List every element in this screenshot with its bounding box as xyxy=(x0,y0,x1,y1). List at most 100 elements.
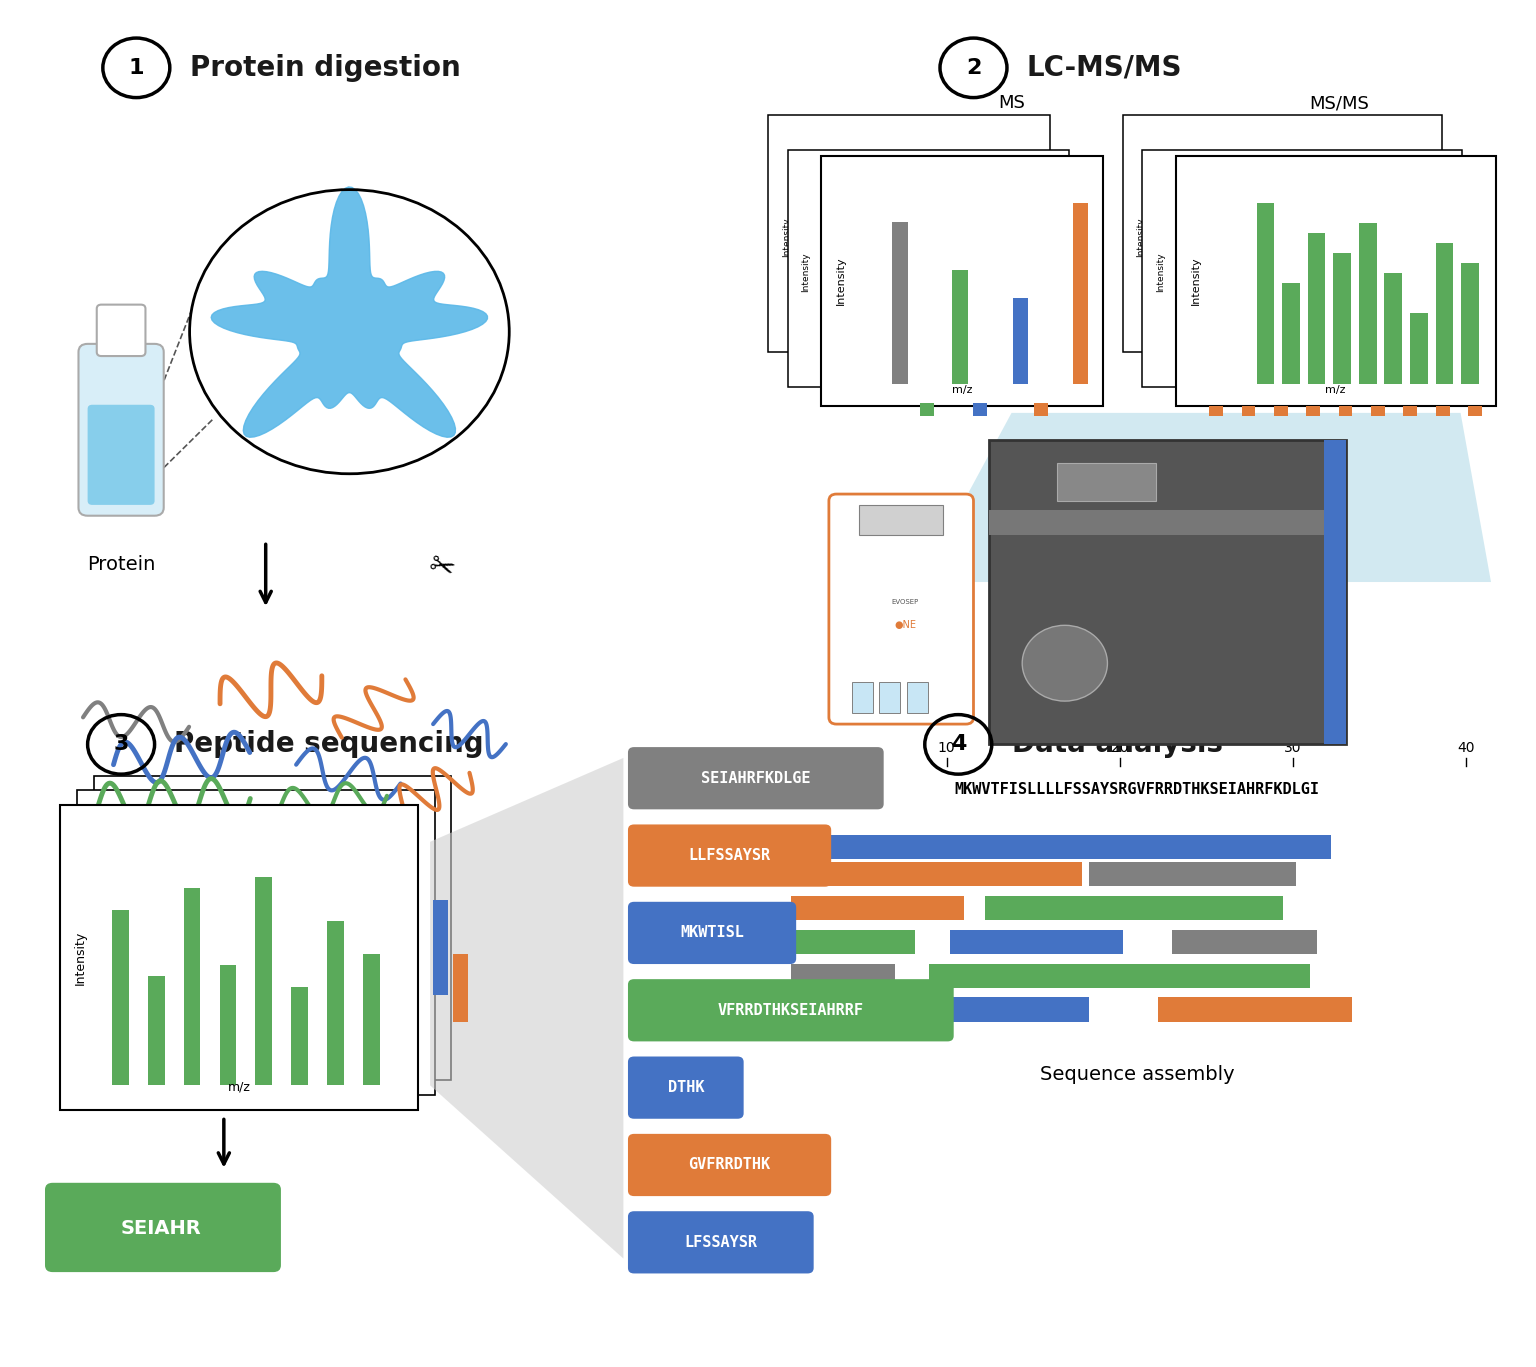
Text: Intensity: Intensity xyxy=(74,931,86,984)
Bar xyxy=(920,403,934,416)
Bar xyxy=(791,863,1081,886)
Text: m/z: m/z xyxy=(1293,365,1312,376)
Text: MKWTISL: MKWTISL xyxy=(680,925,743,940)
Text: EVOSEP: EVOSEP xyxy=(891,599,919,606)
Bar xyxy=(327,921,344,1085)
Text: 40: 40 xyxy=(1458,741,1475,755)
Bar xyxy=(1209,406,1223,416)
FancyBboxPatch shape xyxy=(628,1133,831,1196)
Polygon shape xyxy=(920,413,1491,582)
Bar xyxy=(1123,115,1442,351)
Text: MS: MS xyxy=(998,94,1025,112)
FancyBboxPatch shape xyxy=(45,1182,281,1273)
Bar xyxy=(1034,403,1048,416)
Text: LLFSSAYSR: LLFSSAYSR xyxy=(688,848,771,863)
Bar xyxy=(791,930,915,954)
Bar xyxy=(77,790,435,1095)
Bar xyxy=(788,150,1069,387)
Bar xyxy=(1143,150,1462,387)
Bar xyxy=(879,682,900,714)
Bar xyxy=(1372,406,1385,416)
Text: 2: 2 xyxy=(966,57,982,78)
Text: Peptides: Peptides xyxy=(224,906,307,925)
Text: MS/MS: MS/MS xyxy=(1309,94,1369,112)
Bar xyxy=(1209,306,1223,336)
Bar xyxy=(1384,273,1402,384)
Bar xyxy=(220,965,237,1085)
Bar xyxy=(951,930,1123,954)
Bar xyxy=(1344,306,1358,336)
Text: Intensity: Intensity xyxy=(802,253,811,293)
Bar xyxy=(1241,406,1255,416)
Bar xyxy=(985,895,1283,920)
Bar xyxy=(974,403,988,416)
Bar xyxy=(1057,463,1157,500)
Bar xyxy=(1412,306,1425,336)
FancyBboxPatch shape xyxy=(829,493,974,725)
Text: ●NE: ●NE xyxy=(894,621,915,630)
Bar xyxy=(362,954,379,1085)
Bar xyxy=(1468,406,1482,416)
Text: Peptide sequencing: Peptide sequencing xyxy=(175,730,484,759)
Bar xyxy=(292,987,309,1085)
Bar xyxy=(1307,234,1326,384)
Bar xyxy=(1307,406,1319,416)
Text: 30: 30 xyxy=(1284,741,1301,755)
Text: Intensity: Intensity xyxy=(836,257,846,305)
Text: LC-MS/MS: LC-MS/MS xyxy=(1026,53,1183,82)
Bar xyxy=(791,895,965,920)
Text: Data analysis: Data analysis xyxy=(1012,730,1223,759)
FancyBboxPatch shape xyxy=(628,1211,814,1274)
Bar xyxy=(1158,998,1352,1021)
Text: 1: 1 xyxy=(129,57,144,78)
Text: SEIAHRFKDLGE: SEIAHRFKDLGE xyxy=(700,771,811,786)
Bar xyxy=(1177,156,1496,406)
Bar xyxy=(94,775,452,1080)
Text: 4: 4 xyxy=(951,734,966,755)
Bar xyxy=(1445,306,1459,336)
Bar xyxy=(1256,204,1275,384)
Bar xyxy=(1034,298,1048,336)
Bar xyxy=(1172,930,1318,954)
Polygon shape xyxy=(210,187,487,437)
Bar xyxy=(920,298,934,336)
FancyBboxPatch shape xyxy=(97,305,146,355)
Bar xyxy=(1378,306,1392,336)
Text: LFSSAYSR: LFSSAYSR xyxy=(685,1234,757,1249)
Bar xyxy=(822,156,1103,406)
Bar xyxy=(255,878,272,1085)
FancyBboxPatch shape xyxy=(628,824,831,887)
Bar xyxy=(1273,406,1287,416)
Text: MKWVTFISLLLLFSSAYSRGVFRRDTHKSEIAHRFKDLGI: MKWVTFISLLLLFSSAYSRGVFRRDTHKSEIAHRFKDLGI xyxy=(954,782,1319,797)
Text: DTHK: DTHK xyxy=(668,1080,703,1095)
FancyBboxPatch shape xyxy=(628,1057,743,1118)
FancyBboxPatch shape xyxy=(628,748,883,809)
Bar xyxy=(453,954,468,1021)
Bar xyxy=(1283,283,1299,384)
FancyBboxPatch shape xyxy=(78,344,164,515)
Bar xyxy=(952,269,968,384)
Bar xyxy=(1089,863,1296,886)
Text: 10: 10 xyxy=(938,741,955,755)
Bar xyxy=(906,682,928,714)
Bar xyxy=(1310,306,1324,336)
Bar xyxy=(1072,204,1087,384)
Text: Intensity: Intensity xyxy=(1157,253,1166,293)
Bar xyxy=(768,115,1049,351)
Text: Intensity: Intensity xyxy=(1190,257,1201,305)
Bar xyxy=(1404,406,1418,416)
Text: 20: 20 xyxy=(1111,741,1129,755)
Bar xyxy=(1436,406,1450,416)
Text: SEIAHR: SEIAHR xyxy=(120,1219,201,1239)
Bar xyxy=(1276,306,1290,336)
Bar xyxy=(112,910,129,1085)
Bar xyxy=(859,504,943,534)
Text: m/z: m/z xyxy=(227,1080,250,1094)
FancyBboxPatch shape xyxy=(628,979,954,1042)
Bar xyxy=(852,682,872,714)
Text: Protein digestion: Protein digestion xyxy=(189,53,461,82)
Text: ✂: ✂ xyxy=(424,551,458,586)
Text: m/z: m/z xyxy=(920,365,938,376)
Bar xyxy=(1410,313,1427,384)
Bar xyxy=(60,805,418,1110)
